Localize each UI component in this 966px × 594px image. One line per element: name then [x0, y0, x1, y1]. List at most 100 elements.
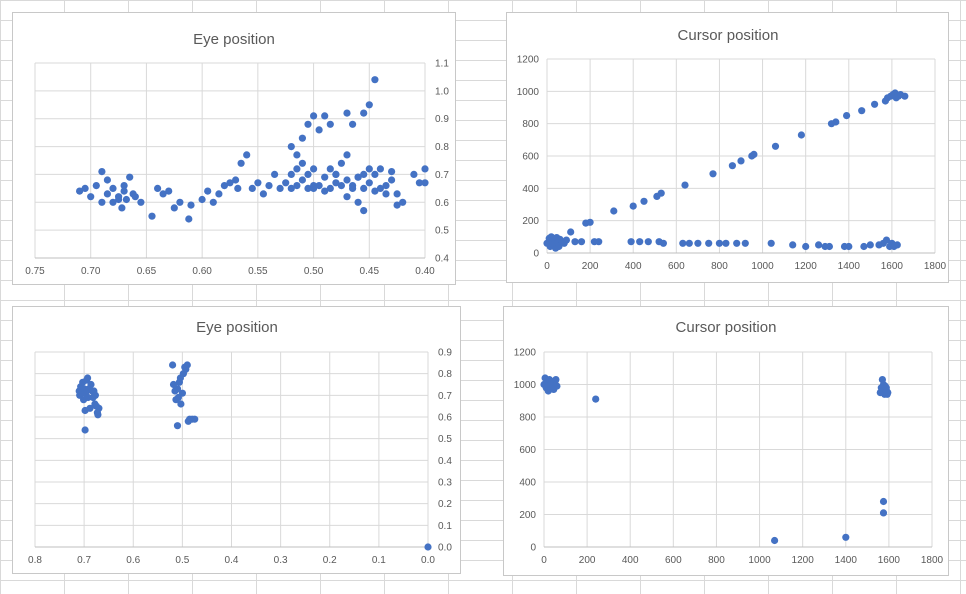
- data-point: [76, 187, 84, 195]
- x-tick-label: 1600: [878, 555, 901, 566]
- data-point: [169, 361, 177, 369]
- y-tick-label: 800: [522, 119, 539, 130]
- y-tick-label: 0.2: [438, 499, 452, 510]
- cursor-position-chart-bottom-svg: Cursor position 0 200 400 600 800 1000 1200 140…: [514, 319, 944, 566]
- data-point: [243, 151, 251, 159]
- y-tick-label: 0.8: [438, 369, 452, 380]
- x-tick-label: 1200: [792, 555, 815, 566]
- x-tick-label: 0: [544, 261, 550, 272]
- eye-position-chart-bottom-svg: Eye position 0.8 0.7 0.6 0.5 0.4 0.3 0.2 0.1 0.0…: [28, 319, 452, 566]
- y-tick-label: 0.9: [435, 114, 449, 125]
- data-point: [552, 376, 560, 384]
- data-point: [627, 238, 635, 246]
- data-point: [592, 395, 600, 403]
- data-point: [562, 236, 570, 244]
- data-point: [571, 238, 579, 246]
- data-point: [415, 179, 423, 187]
- data-point: [95, 404, 103, 412]
- data-point: [332, 170, 340, 178]
- data-point: [845, 242, 853, 251]
- data-point: [209, 198, 217, 206]
- data-point: [259, 190, 267, 198]
- y-tick-label: 0.7: [438, 391, 452, 402]
- y-tick-label: 200: [522, 216, 539, 227]
- data-point: [382, 190, 390, 198]
- data-point: [315, 182, 323, 190]
- data-point: [343, 109, 351, 117]
- data-point: [832, 118, 840, 126]
- data-point: [191, 415, 199, 423]
- data-point: [304, 184, 312, 192]
- data-point: [120, 187, 128, 195]
- data-point: [118, 204, 126, 212]
- data-point: [204, 187, 212, 195]
- x-tick-label: 600: [665, 555, 682, 566]
- data-point: [321, 173, 329, 181]
- data-point: [176, 198, 184, 206]
- y-tick-label: 0.0: [438, 543, 452, 554]
- data-point: [360, 184, 368, 192]
- data-point: [159, 190, 167, 198]
- x-tick-label: 800: [711, 261, 728, 272]
- y-tick-label: 0.6: [438, 413, 452, 424]
- x-tick-label: 1400: [838, 261, 861, 272]
- data-point: [94, 411, 102, 419]
- x-tick-label: 0.65: [137, 266, 157, 277]
- data-point: [421, 165, 429, 173]
- data-point: [343, 151, 351, 159]
- data-point: [310, 165, 318, 173]
- x-tick-label: 400: [625, 261, 642, 272]
- data-point: [343, 176, 351, 184]
- data-point: [393, 201, 401, 209]
- data-point: [371, 187, 379, 195]
- data-point: [360, 207, 368, 215]
- y-tick-label: 1.1: [435, 59, 449, 70]
- data-point: [81, 184, 89, 192]
- y-tick-label: 0.4: [435, 254, 449, 265]
- data-point: [354, 198, 362, 206]
- x-tick-label: 1600: [881, 261, 904, 272]
- data-point: [148, 212, 156, 220]
- data-point: [715, 239, 723, 247]
- data-point: [321, 187, 329, 195]
- data-point: [248, 184, 256, 192]
- data-point: [586, 218, 594, 226]
- y-tick-label: 600: [522, 152, 539, 163]
- chart-title: Cursor position: [676, 319, 777, 336]
- data-point: [629, 202, 637, 210]
- data-point: [220, 182, 228, 190]
- data-point: [410, 170, 418, 178]
- data-point: [644, 238, 652, 246]
- data-point: [298, 134, 306, 142]
- data-point: [636, 238, 644, 246]
- data-point: [722, 239, 730, 247]
- data-point: [771, 142, 780, 150]
- data-point: [115, 195, 123, 204]
- y-tick-label: 0.5: [435, 226, 449, 237]
- data-point: [109, 184, 117, 192]
- y-tick-label: 400: [519, 478, 536, 489]
- data-point: [388, 168, 396, 176]
- data-point: [92, 182, 100, 190]
- data-point: [842, 533, 850, 541]
- data-point: [81, 426, 89, 434]
- y-tick-label: 0: [533, 249, 539, 260]
- data-point: [304, 170, 312, 178]
- data-point: [103, 190, 111, 198]
- data-point: [287, 184, 295, 192]
- x-tick-label: 1400: [835, 555, 858, 566]
- data-point: [424, 543, 432, 551]
- data-point: [315, 126, 323, 134]
- data-point: [737, 157, 745, 165]
- x-tick-label: 0.0: [421, 555, 435, 566]
- data-point: [293, 151, 301, 159]
- cursor-position-chart-top-svg: Cursor position 0 200 400 600 800 1000 1200 140…: [517, 27, 947, 272]
- x-tick-label: 1800: [921, 555, 944, 566]
- data-point: [310, 184, 318, 192]
- data-point: [91, 391, 99, 399]
- x-tick-label: 0.7: [77, 555, 91, 566]
- data-point: [265, 182, 273, 190]
- cursor-position-chart-top: Cursor position 0 200 400 600 800 1000 1200 140…: [506, 12, 949, 283]
- data-point: [293, 182, 301, 190]
- data-point: [893, 241, 901, 249]
